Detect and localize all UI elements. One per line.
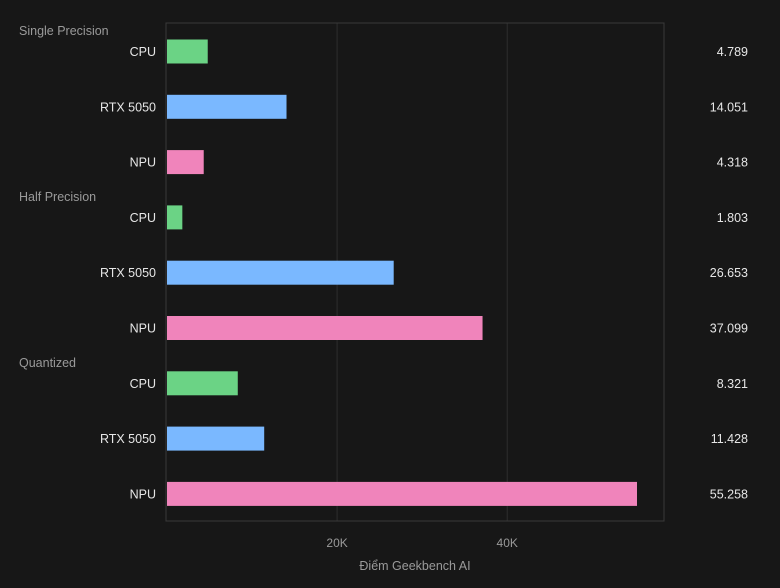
bar-single-precision-npu [167, 150, 204, 175]
value-label: 4.789 [717, 45, 748, 59]
category-label: NPU [130, 322, 156, 336]
value-label: 14.051 [710, 100, 748, 114]
bar-quantized-npu [167, 481, 637, 506]
category-label: CPU [130, 45, 156, 59]
value-label: 55.258 [710, 487, 748, 501]
value-label: 26.653 [710, 266, 748, 280]
value-label: 1.803 [717, 211, 748, 225]
bar-single-precision-cpu [167, 39, 208, 64]
x-axis-title: Điểm Geekbench AI [359, 559, 470, 573]
bars [167, 39, 637, 506]
value-label: 4.318 [717, 156, 748, 170]
bar-half-precision-rtx-5050 [167, 260, 394, 285]
x-axis-ticks: 20K 40K [326, 536, 517, 550]
x-tick-label: 20K [326, 536, 347, 550]
plot-frame [165, 22, 665, 522]
x-tick-label: 40K [497, 536, 518, 550]
bar-single-precision-rtx-5050 [167, 94, 287, 119]
value-label: 11.428 [711, 432, 748, 446]
group-label-half-precision: Half Precision [19, 190, 96, 204]
category-label: CPU [130, 211, 156, 225]
bar-half-precision-cpu [167, 205, 183, 230]
bar-half-precision-npu [167, 316, 483, 340]
category-label: CPU [130, 377, 156, 391]
value-label: 8.321 [717, 377, 748, 391]
category-label: NPU [130, 487, 156, 501]
category-label: RTX 5050 [100, 432, 156, 446]
bar-quantized-rtx-5050 [167, 426, 265, 451]
category-label: RTX 5050 [100, 100, 156, 114]
group-label-single-precision: Single Precision [19, 24, 109, 38]
category-label: NPU [130, 156, 156, 170]
bar-quantized-cpu [167, 371, 238, 396]
value-label: 37.099 [710, 322, 748, 336]
category-label: RTX 5050 [100, 266, 156, 280]
labels: Single Precision CPU 4.789 RTX 5050 14.051 NP… [19, 24, 748, 501]
group-label-quantized: Quantized [19, 356, 76, 370]
